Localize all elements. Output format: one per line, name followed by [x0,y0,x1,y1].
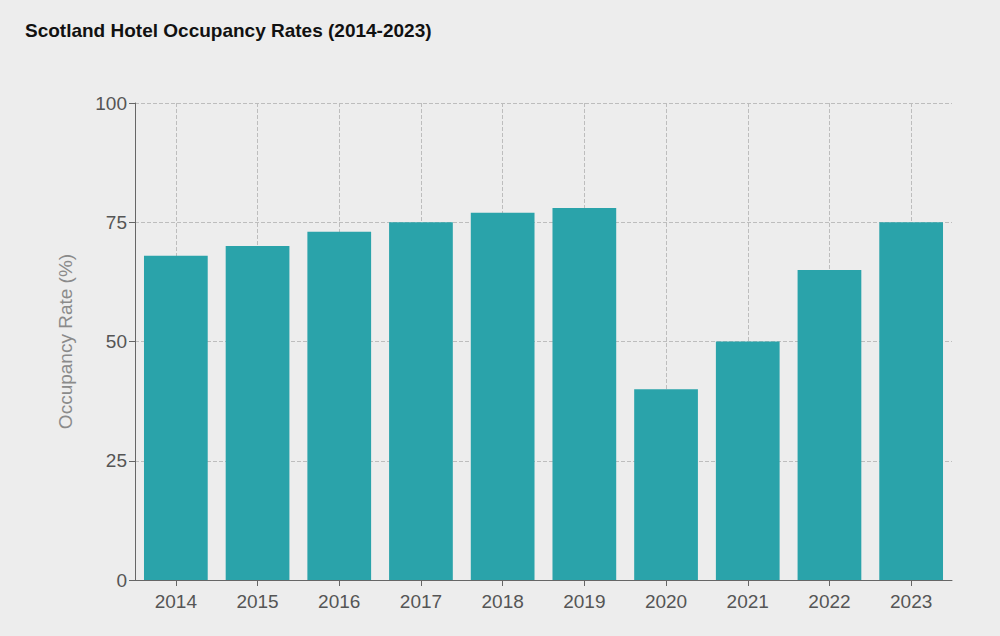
svg-text:2022: 2022 [808,591,850,612]
svg-text:2023: 2023 [890,591,932,612]
svg-text:2020: 2020 [645,591,687,612]
svg-text:Scotland Hotel Occupancy Rates: Scotland Hotel Occupancy Rates (2014-202… [25,20,432,41]
svg-text:0: 0 [116,570,127,591]
svg-text:25: 25 [106,450,127,471]
svg-text:Occupancy Rate (%): Occupancy Rate (%) [55,254,76,429]
svg-text:2019: 2019 [563,591,605,612]
svg-text:2015: 2015 [236,591,278,612]
svg-text:2021: 2021 [727,591,769,612]
svg-text:2018: 2018 [482,591,524,612]
svg-text:2016: 2016 [318,591,360,612]
svg-text:50: 50 [106,331,127,352]
svg-text:2017: 2017 [400,591,442,612]
svg-text:100: 100 [95,93,127,114]
svg-text:75: 75 [106,212,127,233]
svg-text:2014: 2014 [155,591,198,612]
